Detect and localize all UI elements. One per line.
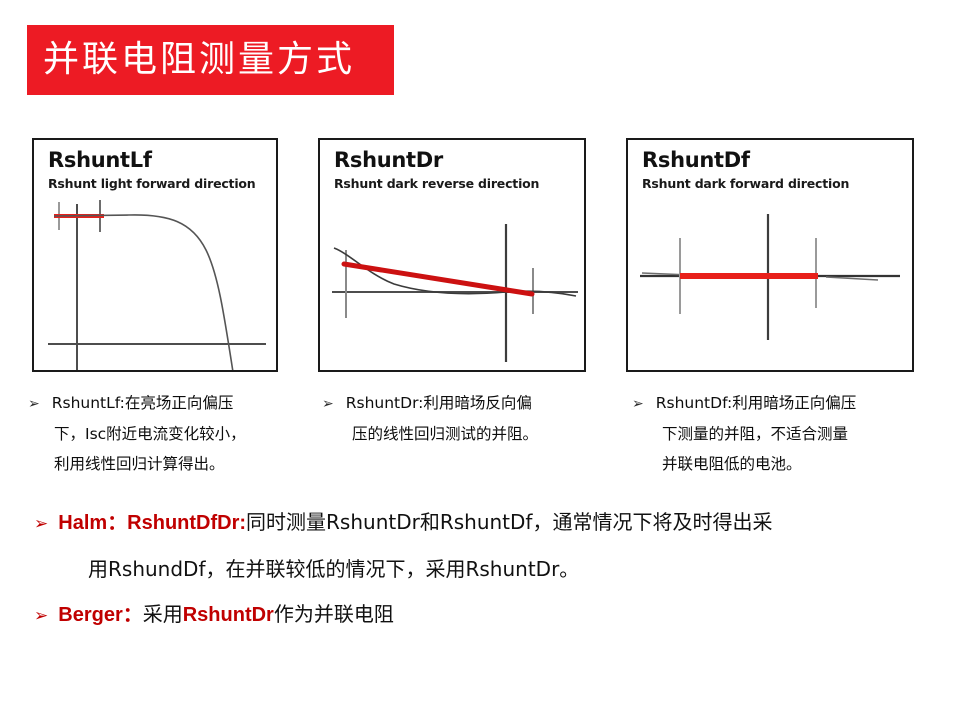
caption-line-2: 压的线性回归测试的并阻。: [352, 425, 539, 443]
caption-line-3: 利用线性回归计算得出。: [54, 455, 225, 473]
caption-rshuntdr: ➢ RshuntDr:利用暗场反向偏 压的线性回归测试的并阻。: [322, 388, 584, 449]
halm-description-line-2: 用RshundDf，在并联较低的情况下，采用RshuntDr。: [88, 557, 580, 581]
chart-panel-rshuntdf: RshuntDf Rshunt dark forward direction: [626, 138, 914, 372]
regression-line: [341, 261, 535, 297]
caption-rshuntdf: ➢ RshuntDf:利用暗场正向偏压 下测量的并阻，不适合测量 并联电阻低的电池…: [632, 388, 922, 479]
slide-title-banner: 并联电阻测量方式: [27, 25, 394, 95]
bullet-arrow-icon: ➢: [34, 514, 49, 534]
bullet-arrow-icon: ➢: [28, 396, 40, 412]
page-title: 并联电阻测量方式: [43, 39, 356, 80]
iv-curve-path: [53, 214, 234, 370]
iv-curve-plot-dark-reverse: [320, 192, 584, 370]
halm-description-line-1: 同时测量RshuntDr和RshuntDf，通常情况下将及时得出采: [246, 510, 773, 534]
caption-term: RshuntLf:: [51, 394, 125, 412]
summary-block: ➢ Halm：RshuntDfDr:同时测量RshuntDr和RshuntDf，通…: [34, 500, 934, 639]
iv-curve-plot-dark-forward: [628, 192, 912, 370]
panel-subtitle: Rshunt dark forward direction: [642, 176, 850, 191]
summary-line-halm-1: ➢ Halm：RshuntDfDr:同时测量RshuntDr和RshuntDf，通…: [34, 500, 934, 547]
caption-line-1: 利用暗场正向偏压: [732, 394, 857, 412]
panel-subtitle: Rshunt dark reverse direction: [334, 176, 540, 191]
caption-line-1: 在亮场正向偏压: [124, 394, 234, 412]
iv-curve-plot-light-forward: [34, 192, 276, 370]
bullet-arrow-icon: ➢: [632, 396, 644, 412]
caption-line-2: 下测量的并阻，不适合测量: [662, 425, 849, 443]
bullet-arrow-icon: ➢: [322, 396, 334, 412]
berger-text-after: 作为并联电阻: [273, 602, 394, 626]
caption-rshuntlf: ➢ RshuntLf:在亮场正向偏压 下，Isc附近电流变化较小， 利用线性回归计…: [28, 388, 296, 479]
panel-title: RshuntDf: [642, 148, 750, 172]
plot-svg: [48, 200, 266, 370]
iv-curve-path: [333, 247, 577, 297]
chart-panel-rshuntlf: RshuntLf Rshunt light forward direction: [32, 138, 278, 372]
halm-method-label: RshuntDfDr:: [127, 512, 247, 534]
summary-line-berger: ➢ Berger：采用RshuntDr作为并联电阻: [34, 592, 934, 639]
plot-svg: [640, 214, 900, 340]
caption-line-2: 下，Isc附近电流变化较小，: [54, 425, 246, 443]
caption-term: RshuntDr:: [345, 394, 424, 412]
summary-line-halm-2: 用RshundDf，在并联较低的情况下，采用RshuntDr。: [34, 547, 934, 592]
panel-subtitle: Rshunt light forward direction: [48, 176, 256, 191]
vendor-halm-label: Halm：: [58, 512, 128, 534]
vendor-berger-label: Berger：: [58, 604, 143, 626]
chart-panel-rshuntdr: RshuntDr Rshunt dark reverse direction: [318, 138, 586, 372]
panel-title: RshuntDr: [334, 148, 443, 172]
caption-line-3: 并联电阻低的电池。: [662, 455, 802, 473]
secondary-trace-right: [825, 276, 879, 281]
berger-method-label: RshuntDr: [182, 604, 274, 626]
plot-svg: [332, 224, 578, 362]
panel-title: RshuntLf: [48, 148, 152, 172]
caption-line-1: 利用暗场反向偏: [423, 394, 532, 412]
bullet-arrow-icon: ➢: [34, 606, 49, 626]
caption-term: RshuntDf:: [655, 394, 733, 412]
berger-text-before: 采用: [142, 602, 183, 626]
